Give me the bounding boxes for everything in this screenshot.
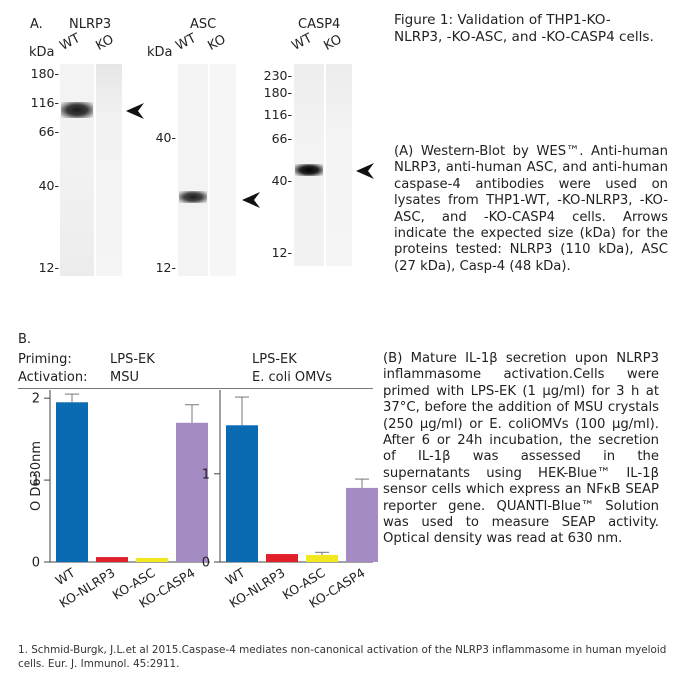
marker-nlrp3-40: 40- [38, 178, 59, 193]
blot-lane-asc-wt [178, 64, 208, 276]
caption-b: (B) Mature IL-1β secretion upon NLRP3 in… [383, 351, 659, 547]
blot-lane-nlrp3-wt [60, 64, 94, 276]
lane-label-asc-ko: KO [205, 32, 229, 54]
marker-casp4-12: 12- [271, 245, 292, 260]
blot-lane-casp4-ko [326, 64, 352, 266]
bar-1-ko-nlrp3 [96, 557, 128, 562]
marker-nlrp3-66: 66- [38, 124, 59, 139]
caption-a: (A) Western-Blot by WES™. Anti-human NLR… [394, 144, 668, 274]
panel-a: A. NLRP3 kDa WT KO 180- 116- 66- 40- 12-… [0, 0, 700, 300]
arrow-nlrp3 [126, 103, 144, 119]
y-tick-label-2: 0 [202, 556, 210, 571]
bar-2-ko-casp4 [346, 487, 378, 562]
chart2-activation: E. coli OMVs [252, 370, 333, 385]
chart1-activation: MSU [110, 370, 139, 385]
blot-lane-casp4-wt [294, 64, 324, 266]
blot-lane-nlrp3-ko [96, 64, 122, 276]
panel-b: B. Priming: Activation: LPS-EK MSU LPS-E… [0, 300, 700, 630]
bar-2-ko-asc [306, 554, 338, 562]
marker-asc-12: 12- [155, 260, 176, 275]
marker-casp4-116: 116- [263, 107, 292, 122]
lane-label-casp4-ko: KO [321, 32, 345, 54]
chart1-priming: LPS-EK [110, 352, 155, 367]
lane-label-asc-wt: WT [173, 30, 199, 54]
bar-1-ko-casp4 [176, 422, 208, 562]
bar-charts: 012WTKO-NLRP3KO-ASCKO-CASP401WTKO-NLRP3K… [29, 390, 378, 611]
chart2-priming: LPS-EK [252, 352, 297, 367]
marker-casp4-180: 180- [263, 85, 292, 100]
y-tick-label-1: 2 [32, 392, 40, 407]
arrow-asc [242, 192, 260, 208]
marker-asc-40: 40- [155, 130, 176, 145]
lane-label-nlrp3-ko: KO [93, 32, 117, 54]
figure-title: Figure 1: Validation of THP1-KO-NLRP3, -… [394, 12, 654, 46]
bar-2-wt [226, 425, 258, 562]
blot-lane-asc-ko [210, 64, 236, 276]
y-tick-label-2: 1 [202, 467, 210, 482]
y-tick-label-1: 1 [32, 474, 40, 489]
category-label-1-0: WT [53, 565, 78, 589]
category-label-2-0: WT [223, 565, 248, 589]
y-tick-label-1: 0 [32, 556, 40, 571]
arrow-casp4 [356, 163, 374, 179]
priming-label: Priming: [18, 352, 72, 367]
panel-b-label: B. [18, 332, 32, 347]
band-nlrp3-wt [61, 102, 93, 118]
kda-label-nlrp3: kDa [29, 45, 55, 60]
y-axis-label: O D630nm [29, 441, 44, 511]
lane-label-nlrp3-wt: WT [57, 30, 83, 54]
activation-label: Activation: [18, 370, 88, 385]
reference: 1. Schmid-Burgk, J.L.et al 2015.Caspase-… [18, 644, 667, 670]
band-asc-wt [179, 191, 207, 203]
marker-casp4-66: 66- [271, 131, 292, 146]
blot-title-nlrp3: NLRP3 [69, 17, 112, 32]
header-divider [18, 388, 373, 389]
blot-title-casp4: CASP4 [298, 17, 341, 32]
marker-nlrp3-180: 180- [30, 66, 59, 81]
bar-2-ko-nlrp3 [266, 554, 298, 562]
kda-label-asc: kDa [147, 45, 173, 60]
marker-casp4-40: 40- [271, 173, 292, 188]
panel-a-label: A. [30, 17, 43, 32]
lane-label-casp4-wt: WT [289, 30, 315, 54]
bar-1-ko-asc [136, 557, 168, 562]
marker-casp4-230: 230- [263, 68, 292, 83]
band-casp4-wt [295, 164, 323, 176]
marker-nlrp3-116: 116- [30, 95, 59, 110]
marker-nlrp3-12: 12- [38, 260, 59, 275]
blot-title-asc: ASC [190, 17, 217, 32]
bar-1-wt [56, 402, 88, 562]
